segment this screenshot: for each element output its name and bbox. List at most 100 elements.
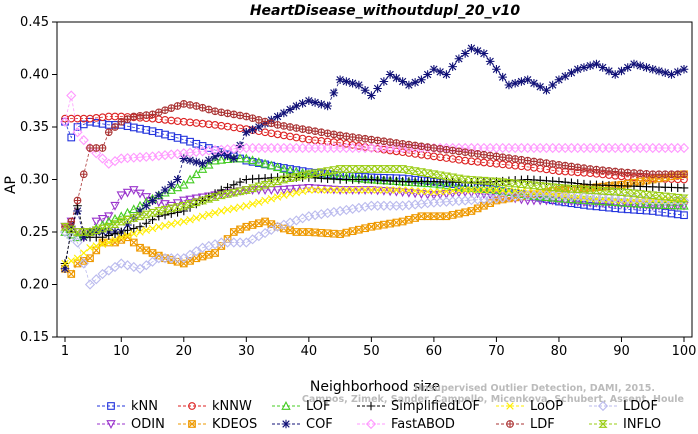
- data-point: [448, 173, 458, 182]
- x-axis-label: Neighborhood size: [310, 379, 440, 395]
- data-point: [104, 216, 114, 226]
- data-point: [436, 212, 445, 221]
- legend-item-odin: ODIN: [97, 417, 165, 432]
- data-point: [323, 229, 332, 238]
- data-point: [236, 111, 244, 120]
- legend-marker: [188, 402, 196, 410]
- data-point: [491, 177, 502, 186]
- data-point: [78, 135, 89, 146]
- legend-marker: [107, 402, 115, 410]
- data-point: [180, 217, 188, 226]
- series-ldof: [59, 190, 690, 290]
- data-point: [59, 116, 71, 127]
- data-point: [166, 204, 176, 213]
- legend-item-kdeos: KDEOS: [178, 417, 257, 432]
- data-point: [398, 139, 407, 148]
- data-point: [566, 184, 577, 193]
- data-point: [330, 130, 338, 139]
- y-tick-label: 0.40: [20, 68, 49, 83]
- data-point: [580, 164, 588, 173]
- data-point: [97, 268, 108, 280]
- watermark-line-1: Campos, Zimek, Sander, Campello, Micenko…: [302, 394, 684, 405]
- chart-title: HeartDisease_withoutdupl_20_v10: [250, 3, 521, 19]
- data-point: [553, 190, 565, 201]
- data-point: [235, 141, 245, 150]
- legend-marker: [281, 419, 291, 429]
- data-point: [385, 70, 395, 79]
- data-point: [510, 179, 520, 188]
- data-point: [198, 159, 207, 169]
- data-point: [348, 227, 357, 236]
- data-point: [123, 115, 132, 123]
- data-point: [680, 170, 688, 179]
- data-point: [423, 169, 433, 178]
- data-point: [605, 167, 613, 175]
- data-point: [416, 177, 427, 187]
- data-point: [354, 80, 364, 90]
- x-tick-label: 20: [176, 344, 193, 359]
- data-point: [611, 167, 620, 176]
- data-point: [122, 215, 133, 224]
- data-point: [679, 194, 689, 203]
- data-point: [129, 112, 138, 121]
- data-point: [261, 196, 269, 205]
- data-point: [229, 180, 239, 190]
- data-point: [266, 179, 276, 187]
- legend-marker: [106, 420, 116, 429]
- data-point: [241, 153, 252, 163]
- data-point: [323, 129, 332, 138]
- series-ldf: [61, 100, 688, 231]
- data-point: [341, 165, 351, 173]
- data-point: [492, 152, 501, 161]
- data-point: [173, 257, 182, 266]
- data-point: [298, 187, 307, 196]
- data-point: [136, 111, 144, 120]
- data-point: [286, 226, 294, 235]
- data-point: [392, 186, 401, 194]
- data-point: [160, 200, 170, 209]
- data-point: [498, 186, 507, 195]
- data-point: [467, 186, 476, 194]
- data-point: [417, 212, 426, 221]
- data-point: [486, 186, 494, 194]
- data-point: [216, 154, 227, 164]
- series-fastabod: [59, 90, 690, 169]
- data-point: [355, 134, 363, 142]
- data-point: [678, 195, 690, 206]
- data-point: [436, 144, 445, 153]
- data-point: [579, 185, 589, 194]
- data-point: [223, 235, 232, 243]
- x-tick-label: 30: [238, 344, 255, 359]
- data-point: [623, 168, 632, 177]
- data-point: [355, 225, 363, 234]
- data-point: [130, 230, 138, 238]
- y-tick-label: 0.20: [20, 278, 49, 293]
- data-point: [573, 163, 582, 172]
- data-point: [66, 90, 77, 101]
- data-point: [178, 253, 189, 264]
- data-point: [479, 184, 489, 194]
- data-point: [273, 193, 282, 201]
- data-point: [567, 68, 576, 78]
- data-point: [342, 186, 351, 194]
- data-point: [241, 237, 252, 248]
- data-point: [254, 116, 263, 124]
- data-point: [380, 186, 388, 194]
- series-group: [59, 43, 690, 290]
- data-point: [448, 211, 457, 219]
- y-tick-label: 0.30: [20, 173, 49, 188]
- data-point: [211, 209, 219, 217]
- data-point: [254, 122, 264, 132]
- data-point: [129, 238, 138, 247]
- data-point: [173, 175, 182, 184]
- data-point: [97, 215, 108, 224]
- legend-item-simplifiedlof: SimplifiedLOF: [357, 399, 480, 414]
- data-point: [673, 200, 683, 210]
- data-point: [304, 170, 314, 179]
- data-point: [654, 201, 664, 211]
- data-point: [648, 170, 657, 179]
- data-point: [241, 186, 251, 194]
- data-point: [129, 214, 139, 222]
- data-point: [629, 198, 639, 208]
- data-point: [179, 154, 189, 163]
